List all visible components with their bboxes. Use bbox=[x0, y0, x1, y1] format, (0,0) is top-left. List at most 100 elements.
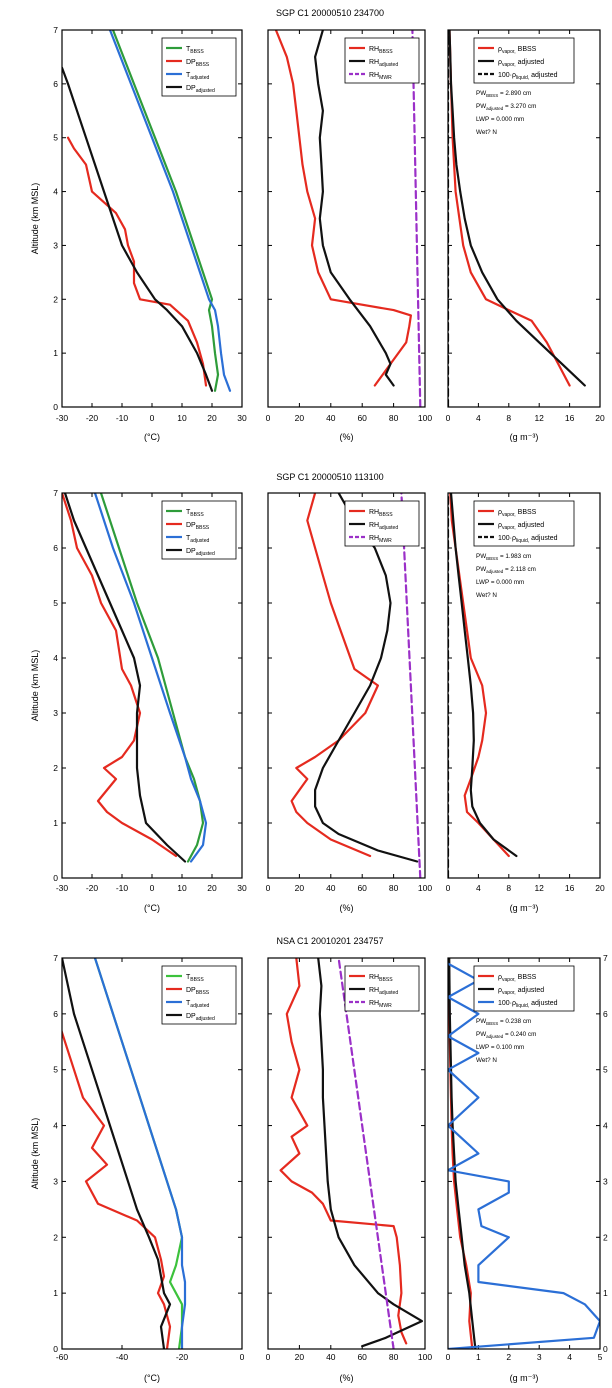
legend-label: Tadjusted bbox=[186, 72, 210, 81]
x-tick-label: 0 bbox=[266, 413, 271, 423]
profile-panel: -60 -40 -20 0 0 1 2 3 4 5 6 7 (°C) TBBSS DPBBSS Tadjust… bbox=[53, 953, 244, 1383]
series-group bbox=[62, 958, 187, 1349]
x-tick-label: 30 bbox=[237, 883, 247, 893]
plot-frame bbox=[267, 957, 426, 1350]
x-tick-label: -10 bbox=[116, 413, 129, 423]
series-line bbox=[108, 30, 232, 392]
y-tick-label: 5 bbox=[53, 133, 58, 143]
x-tick-label: 20 bbox=[207, 883, 217, 893]
series-line bbox=[317, 958, 423, 1348]
panel-annotation: LWP = 0.000 mm bbox=[476, 116, 524, 123]
legend-label: RHadjusted bbox=[369, 522, 398, 531]
y-tick-label: 5 bbox=[603, 1065, 608, 1075]
plot-frame bbox=[61, 957, 243, 1350]
panel-annotation: PWadjusted = 3.270 cm bbox=[476, 103, 536, 111]
panel-annotation: PWBBSS = 1.983 cm bbox=[476, 553, 531, 561]
profile-panel: -30 -20 -10 0 10 20 3001234567(°C)TBBSSDPBBSST… bbox=[53, 488, 247, 913]
legend-label: ρvapor, BBSS bbox=[498, 974, 537, 983]
y-tick-label: 2 bbox=[53, 763, 58, 773]
plot-frame bbox=[447, 492, 601, 879]
series-group bbox=[279, 958, 423, 1349]
y-tick-label: 0 bbox=[53, 402, 58, 412]
y-tick-label: 4 bbox=[603, 1121, 608, 1131]
x-tick-label: -60 bbox=[56, 1352, 69, 1362]
profile-panel: 0 4 8 12 16 20 (g m⁻³) ρvapor, BBSS ρvapor, adju… bbox=[446, 492, 605, 913]
row-title: NSA C1 20010201 234757 bbox=[276, 936, 383, 946]
legend-label: 100·ρliquid, adjusted bbox=[498, 1000, 558, 1009]
legend-label: ρvapor, adjusted bbox=[498, 59, 544, 68]
legend-label: DPadjusted bbox=[186, 1013, 215, 1022]
x-tick-label: 0 bbox=[150, 883, 155, 893]
series-line bbox=[111, 30, 220, 392]
series-group bbox=[448, 958, 600, 1349]
panel-annotation: LWP = 0.000 mm bbox=[476, 579, 524, 586]
x-tick-label: 100 bbox=[418, 413, 432, 423]
x-tick-label: 40 bbox=[326, 1352, 336, 1362]
series-line bbox=[93, 958, 187, 1349]
panel-annotation: PWadjusted = 2.118 cm bbox=[476, 566, 536, 574]
legend-label: RHMWR bbox=[369, 1000, 392, 1009]
profile-panel: 0 20 40 60 80 100 (%) RHBBSS RHadjusted RHMWR bbox=[266, 29, 432, 442]
legend-label: RHBBSS bbox=[369, 509, 393, 518]
legend-label: ρvapor, adjusted bbox=[498, 522, 544, 531]
panel-annotation: Wet? N bbox=[476, 129, 497, 136]
sounding-row: NSA C1 20010201 234757 Altitude (km MSL) -… bbox=[30, 936, 608, 1383]
panel-annotation: PWadjusted = 0.240 cm bbox=[476, 1031, 536, 1039]
series-line bbox=[337, 958, 395, 1349]
legend-label: DPBBSS bbox=[186, 987, 210, 996]
x-axis-label: (%) bbox=[340, 432, 354, 442]
x-tick-label: 20 bbox=[595, 413, 605, 423]
panel-annotation: Wet? N bbox=[476, 1057, 497, 1064]
x-axis-label: (%) bbox=[340, 1373, 354, 1383]
x-tick-label: 20 bbox=[295, 883, 305, 893]
legend-label: ρvapor, BBSS bbox=[498, 509, 537, 518]
sounding-row: SGP C1 20000510 113100 Altitude (km MSL) -… bbox=[30, 472, 605, 913]
x-axis-label: (°C) bbox=[144, 432, 160, 442]
series-line bbox=[93, 493, 208, 863]
legend-label: DPadjusted bbox=[186, 548, 215, 557]
y-tick-label: 3 bbox=[603, 1176, 608, 1186]
x-tick-label: 20 bbox=[207, 413, 217, 423]
plot-frame bbox=[267, 29, 426, 408]
series-line bbox=[400, 493, 422, 878]
legend-label: TBBSS bbox=[186, 509, 204, 518]
series-line bbox=[448, 30, 586, 387]
y-tick-label: 5 bbox=[53, 598, 58, 608]
plot-frame bbox=[61, 29, 243, 408]
series-line bbox=[66, 136, 208, 387]
x-tick-label: 20 bbox=[595, 883, 605, 893]
legend-label: Tadjusted bbox=[186, 535, 210, 544]
legend: RHBBSS RHadjusted RHMWR bbox=[344, 500, 420, 547]
series-line bbox=[449, 493, 518, 858]
panel-annotation: PWBBSS = 0.238 cm bbox=[476, 1018, 531, 1026]
x-axis-label: (g m⁻³) bbox=[510, 432, 539, 442]
x-tick-label: -10 bbox=[116, 883, 129, 893]
legend-label: DPadjusted bbox=[186, 85, 215, 94]
y-tick-label: 2 bbox=[53, 1232, 58, 1242]
legend: RHBBSS RHadjusted RHMWR bbox=[344, 37, 420, 84]
y-axis-label: Altitude (km MSL) bbox=[30, 183, 40, 255]
y-tick-label: 7 bbox=[53, 488, 58, 498]
y-tick-label: 1 bbox=[53, 818, 58, 828]
series-line bbox=[449, 493, 510, 858]
y-tick-label: 2 bbox=[603, 1232, 608, 1242]
x-axis-label: (%) bbox=[340, 903, 354, 913]
y-tick-label: 2 bbox=[53, 294, 58, 304]
series-line bbox=[448, 962, 600, 1349]
y-tick-label: 6 bbox=[53, 543, 58, 553]
x-tick-label: -30 bbox=[56, 413, 69, 423]
x-tick-label: 12 bbox=[534, 883, 544, 893]
legend-label: 100·ρliquid, adjusted bbox=[498, 535, 558, 544]
y-tick-label: 3 bbox=[53, 240, 58, 250]
series-line bbox=[62, 1028, 172, 1349]
legend: ρvapor, BBSS ρvapor, adjusted 100·ρliquid,… bbox=[473, 500, 575, 547]
x-axis-label: (°C) bbox=[144, 903, 160, 913]
series-line bbox=[274, 30, 412, 387]
series-line bbox=[448, 958, 477, 1349]
x-tick-label: 40 bbox=[326, 883, 336, 893]
x-tick-label: 10 bbox=[177, 883, 187, 893]
x-tick-label: 80 bbox=[389, 413, 399, 423]
y-tick-label: 5 bbox=[53, 1065, 58, 1075]
